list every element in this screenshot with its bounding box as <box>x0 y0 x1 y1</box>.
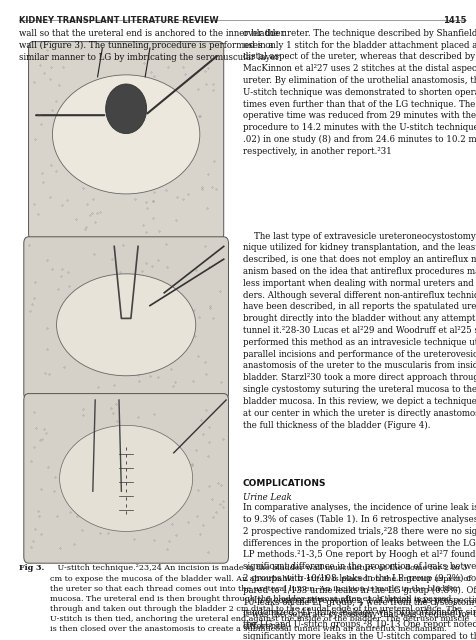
Text: The last type of extravesicle ureteroneocystostomy tech-
nique utilized for kidn: The last type of extravesicle ureteroneo… <box>243 232 476 429</box>
Text: COMPLICATIONS: COMPLICATIONS <box>243 479 326 488</box>
Text: In 6 comparative studies, 1 of which was prospective and
randomized,²41 urine le: In 6 comparative studies, 1 of which was… <box>243 596 476 640</box>
Ellipse shape <box>60 426 193 531</box>
Text: KIDNEY TRANSPLANT LITERATURE REVIEW: KIDNEY TRANSPLANT LITERATURE REVIEW <box>19 16 218 25</box>
Text: wall so that the ureteral end is anchored to the inner bladder
wall (Figure 3). : wall so that the ureteral end is anchore… <box>19 29 285 61</box>
Text: over the ureter. The technique described by Shanfield²26
uses only 1 stitch for : over the ureter. The technique described… <box>243 29 476 156</box>
FancyBboxPatch shape <box>29 42 224 240</box>
FancyBboxPatch shape <box>24 394 228 563</box>
Text: U-stitch technique.²23,24 An incision is made in the bladder wall musculature at: U-stitch technique.²23,24 An incision is… <box>50 564 471 633</box>
Text: 1415: 1415 <box>443 16 466 25</box>
Ellipse shape <box>52 75 200 194</box>
Text: In comparative analyses, the incidence of urine leak is 0%
to 9.3% of cases (Tab: In comparative analyses, the incidence o… <box>243 503 476 630</box>
Ellipse shape <box>57 274 196 376</box>
FancyBboxPatch shape <box>24 237 228 400</box>
Ellipse shape <box>106 84 147 134</box>
Text: Urine Leak: Urine Leak <box>243 493 291 502</box>
Text: Fig 3.: Fig 3. <box>19 564 44 572</box>
